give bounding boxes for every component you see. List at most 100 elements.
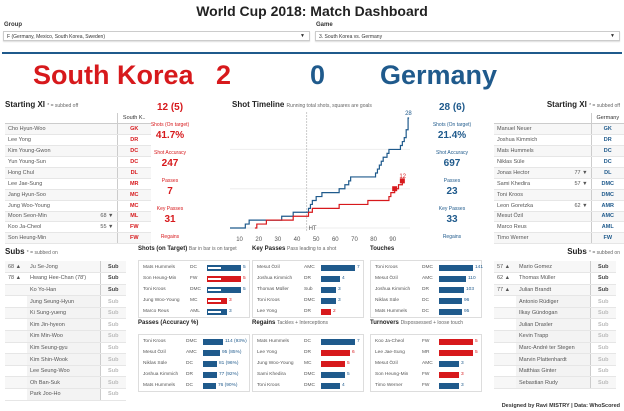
player-name: Mats Hummels	[375, 309, 407, 314]
value-bar	[321, 287, 336, 293]
player-name: Leon Goretzka	[494, 200, 572, 212]
sub-tag: Sub	[589, 295, 616, 308]
player-name: Lee Yong	[257, 350, 278, 355]
stat-value: 21.4%	[437, 130, 467, 141]
player-name: Niklas Süle	[494, 156, 572, 168]
subbed-off-minute	[95, 178, 117, 190]
panel-heading: Touches	[370, 246, 482, 253]
value-label: 5	[243, 276, 246, 281]
player-position: FW	[590, 232, 624, 245]
sub-row: Antonio Rüdiger Sub	[494, 295, 616, 308]
sub-tag: Sub	[589, 365, 616, 378]
value-label: 4	[342, 276, 345, 281]
player-name: Moon Seon-Min	[5, 211, 95, 223]
player-name: Mats Hummels	[494, 145, 572, 158]
chevron-down-icon: ▼	[610, 33, 615, 39]
leaderboard-row: Toni Kroos DMC 3	[253, 296, 363, 306]
subbed-on-minute	[5, 388, 27, 401]
player-row: Jonas Hector 77 ▼ DL	[494, 167, 624, 179]
x-tick-label: 60	[332, 237, 339, 243]
player-name: Marco Reus	[494, 221, 572, 234]
panel-heading: Turnovers Dispossessed + loose touch	[370, 320, 482, 327]
sub-tag: Sub	[589, 353, 616, 366]
x-tick-label: 20	[255, 237, 262, 243]
player-position: DMC	[422, 265, 433, 270]
player-row: Toni Kroos DMC	[494, 189, 624, 201]
sub-tag: Sub	[99, 365, 126, 378]
sub-tag: Sub	[99, 261, 126, 274]
player-position: DL	[116, 167, 151, 179]
player-position: MC	[116, 200, 151, 212]
player-row: Koo Ja-Cheol 55 ▼ FW	[5, 221, 151, 234]
player-position: DR	[304, 276, 311, 281]
xi-note: * = subbed off	[589, 103, 620, 109]
value-bar	[321, 265, 355, 271]
timeline-heading: Shot Timeline Running total shots, squar…	[232, 100, 372, 109]
sub-tag: Sub	[589, 318, 616, 332]
leaderboard-row: Marco Reus AML 3	[139, 307, 249, 317]
sub-row: Park Joo-Ho Sub	[5, 388, 126, 401]
stat-block: 28 (6) Shots (On target)	[417, 102, 487, 130]
subbed-on-minute	[5, 376, 27, 390]
subbed-on-minute	[5, 318, 27, 332]
sub-row: Kim Min-Woo Sub	[5, 330, 126, 343]
away-stats: 28 (6) Shots (On target) 21.4% Shot Accurac…	[417, 102, 487, 242]
on-target-bar	[208, 300, 221, 302]
stat-label: Passes	[161, 178, 179, 184]
value-label: 81 (96%)	[219, 361, 239, 366]
subbed-off-minute	[571, 123, 592, 136]
player-row: Joshua Kimmich DR	[494, 134, 624, 147]
halftime-label: HT	[309, 226, 317, 232]
player-row: Moon Seon-Min 68 ▼ ML	[5, 211, 151, 223]
value-bar	[439, 309, 462, 315]
subbed-on-minute	[5, 353, 27, 366]
leaderboard-row: Sami Khedira DMC 5	[253, 370, 363, 380]
stat-value: 41.7%	[155, 130, 185, 141]
value-bar	[321, 383, 340, 389]
leaderboard-row: Mats Hummels DC 5	[139, 263, 249, 273]
value-bar	[207, 298, 227, 304]
home-xi-heading: Starting XI * = subbed off	[5, 100, 78, 109]
player-position: DMC	[590, 178, 624, 190]
stat-value: 31	[164, 214, 176, 225]
player-name: Lee Jae-Sung	[375, 350, 405, 355]
player-name: Mesut Özil	[375, 276, 398, 281]
sub-player-name: Marvin Plattenhardt	[516, 353, 590, 366]
player-position: DMC	[304, 298, 315, 303]
stat-block: 33 Regains	[417, 214, 487, 242]
sub-row: Lee Seung-Woo Sub	[5, 365, 126, 378]
panel-heading: Regains Tackles + Interceptions	[252, 320, 364, 327]
sub-row: Ko Yo-Han Sub	[5, 284, 126, 297]
player-row: Marco Reus AML	[494, 221, 624, 234]
subbed-off-minute	[571, 134, 592, 147]
leaderboard-panel: Toni Kroos DMC 114 (93%) Mesut Özil AMC 95 (8…	[138, 334, 250, 392]
leaderboard-row: Mesut Özil AMC 110	[371, 274, 481, 284]
player-position: GK	[116, 123, 151, 136]
subbed-off-minute: 77 ▼	[571, 167, 592, 179]
panel-subtitle: Tackles + Interceptions	[277, 320, 329, 326]
player-position: MR	[422, 350, 430, 355]
stat-value: 12 (5)	[156, 102, 184, 113]
xi-note: * = subbed off	[47, 103, 79, 109]
value-bar	[321, 276, 340, 282]
value-bar	[321, 339, 355, 345]
player-name: Mats Hummels	[143, 383, 175, 388]
subbed-off-minute	[95, 123, 117, 136]
panel-heading: Passes (Accuracy %)	[138, 320, 250, 327]
value-bar	[203, 350, 220, 356]
player-row: Timo Werner FW	[494, 232, 624, 245]
group-dropdown[interactable]: F (Germany, Mexico, South Korea, Sweden)…	[3, 31, 310, 41]
value-bar	[439, 265, 473, 271]
sub-player-name: Kevin Trapp	[516, 330, 590, 343]
panel-title: Passes (Accuracy %)	[138, 320, 199, 326]
player-name: Niklas Süle	[375, 298, 399, 303]
on-target-bar	[208, 278, 221, 280]
page-title: World Cup 2018: Match Dashboard	[196, 3, 428, 19]
player-position: AMR	[590, 200, 624, 212]
game-dropdown[interactable]: 3. South Korea vs. Germany ▼	[315, 31, 620, 41]
player-row: Sami Khedira 57 ▼ DMC	[494, 178, 624, 190]
panel-heading: Shots (on Target) Bar in bar is on targe…	[138, 246, 250, 253]
leaderboard-row: Jung Woo-Young MC 5	[253, 359, 363, 369]
player-position: FW	[116, 221, 151, 234]
player-name: Timo Werner	[375, 383, 403, 388]
